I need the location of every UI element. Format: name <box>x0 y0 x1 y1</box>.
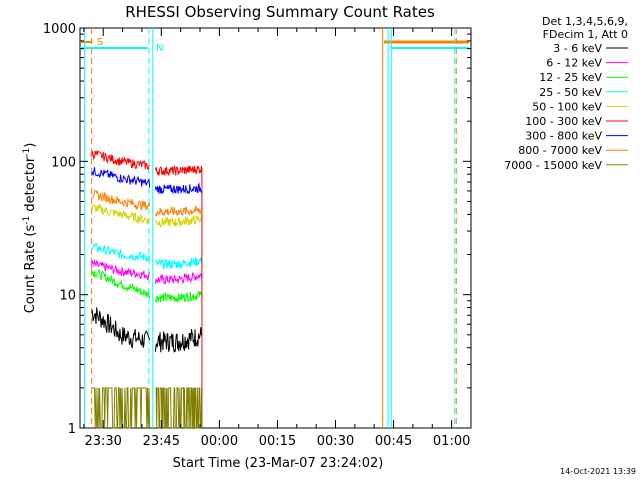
series-line <box>155 290 203 304</box>
legend-label: 300 - 800 keV <box>525 130 602 143</box>
legend-label: 800 - 7000 keV <box>518 144 602 157</box>
x-tick-label: 00:00 <box>201 434 238 449</box>
flag-lines: SN <box>80 28 469 428</box>
legend-label: 7000 - 15000 keV <box>504 159 602 172</box>
legend-label: 50 - 100 keV <box>532 100 602 113</box>
y-tick-label: 1 <box>68 422 76 437</box>
series-line <box>91 149 150 171</box>
y-tick-label: 100 <box>51 155 76 170</box>
legend-label: 25 - 50 keV <box>539 86 602 99</box>
series-50-100kev <box>91 203 203 229</box>
series-100-300kev <box>91 149 203 428</box>
series-line <box>91 259 151 281</box>
y-tick-label: 10 <box>59 289 76 304</box>
x-tick-label: 01:00 <box>433 434 470 449</box>
y-axis-label: Count Rate (s-1 detector-1) <box>22 143 38 314</box>
series-800-7000kev <box>91 190 203 217</box>
series-line <box>91 203 151 225</box>
series-300-800kev <box>91 167 203 195</box>
legend-label: 12 - 25 keV <box>539 71 602 84</box>
flag-s-label: S <box>97 37 103 48</box>
detectors-line1: Det 1,3,4,5,6,9, <box>542 15 628 28</box>
series-line <box>91 190 151 211</box>
series-line <box>155 256 203 271</box>
x-axis: 23:30 23:45 00:00 00:15 00:30 00:45 01:00 <box>83 28 472 449</box>
series-6-12kev <box>91 259 203 285</box>
series-line <box>155 205 203 217</box>
y-tick-label: 1000 <box>43 22 76 37</box>
x-tick-label: 23:45 <box>143 434 180 449</box>
x-tick-label: 00:15 <box>259 434 296 449</box>
x-tick-label: 00:45 <box>375 434 412 449</box>
series-line <box>91 307 151 349</box>
x-tick-label: 00:30 <box>317 434 354 449</box>
series-line <box>155 327 203 353</box>
series-line <box>155 165 203 176</box>
series-line <box>155 272 203 285</box>
series-3-6kev <box>91 307 203 353</box>
timestamp: 14-Oct-2021 13:39 <box>560 467 636 476</box>
legend-label: 100 - 300 keV <box>525 115 602 128</box>
x-tick-label: 23:30 <box>84 434 121 449</box>
detectors-line2: FDecim 1, Att 0 <box>543 28 628 41</box>
y-axis: 1000 100 10 1 <box>43 22 471 437</box>
legend-label: 6 - 12 keV <box>546 57 602 70</box>
x-axis-label: Start Time (23-Mar-07 23:24:02) <box>173 456 384 471</box>
series-line <box>91 167 151 188</box>
series-25-50kev <box>91 242 203 271</box>
chart-title: RHESSI Observing Summary Count Rates <box>125 3 435 21</box>
series-line <box>155 182 203 195</box>
series-12-25kev <box>91 268 203 304</box>
series-line <box>155 214 203 229</box>
flag-n-label: N <box>156 43 163 54</box>
legend-label: 3 - 6 keV <box>553 42 602 55</box>
series-line <box>91 242 151 263</box>
series-line <box>91 387 151 429</box>
series-7000-15000kev <box>91 387 203 429</box>
series-group <box>91 149 203 429</box>
plot-frame <box>79 27 472 429</box>
series-line <box>155 387 203 429</box>
series-line <box>91 268 151 299</box>
